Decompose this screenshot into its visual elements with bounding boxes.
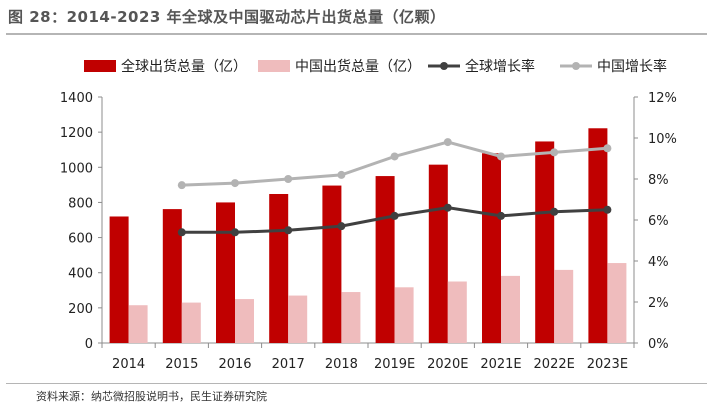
title-divider [6,33,707,35]
x-tick-label: 2014 [112,357,145,372]
bar-series-0-2015 [162,209,182,343]
y-tick-label-right: 0% [648,337,669,352]
y-tick-label-right: 10% [648,132,677,147]
line-point-series-3-2019E [390,152,399,161]
bar-series-1-2015 [181,302,201,343]
line-point-series-2-2017 [284,226,293,235]
source-divider [6,383,707,384]
bar-series-0-2022E [535,141,555,343]
bar-series-0-2014 [109,216,129,343]
bar-series-0-2021E [482,153,501,343]
line-point-series-3-2015 [177,181,186,190]
bar-series-1-2014 [128,305,148,343]
bar-series-0-2016 [216,202,235,343]
legend-label-0: 全球出货总量（亿） [121,58,247,75]
bar-series-0-2023E [588,128,608,343]
bar-series-1-2017 [288,295,308,343]
y-tick-label-right: 4% [648,255,669,270]
legend-marker-3 [572,62,580,70]
legend-swatch-0 [84,60,116,72]
y-tick-label-left: 0 [85,337,93,352]
legend-swatch-1 [258,60,290,72]
y-tick-label-left: 200 [68,302,93,317]
line-point-series-3-2016 [231,179,239,188]
x-tick-label: 2023E [587,357,628,372]
legend-label-1: 中国出货总量（亿） [295,58,421,75]
x-tick-label: 2015 [165,357,198,372]
legend-marker-2 [440,62,448,70]
bar-series-1-2023E [607,263,627,343]
line-point-series-3-2022E [550,148,559,157]
line-point-series-2-2016 [231,228,239,237]
y-tick-label-left: 1200 [60,126,93,141]
bar-series-1-2022E [554,269,574,343]
y-tick-label-left: 1000 [60,161,93,176]
chart-title: 图 28：2014-2023 年全球及中国驱动芯片出货总量（亿颗） [8,8,446,26]
x-tick-label: 2021E [480,357,521,372]
x-tick-label: 2022E [534,357,575,372]
line-point-series-2-2023E [603,205,612,214]
bar-series-1-2021E [501,275,520,343]
line-point-series-3-2023E [603,144,612,153]
line-point-series-2-2022E [550,207,559,216]
x-tick-label: 2020E [427,357,468,372]
bar-series-1-2019E [394,287,414,343]
line-point-series-3-2020E [443,138,452,147]
x-tick-label: 2017 [272,357,305,372]
source-note: 资料来源：纳芯微招股说明书，民生证券研究院 [36,390,267,403]
line-point-series-2-2019E [390,211,399,220]
bar-series-1-2018 [341,292,361,343]
bar-series-1-2020E [447,281,467,343]
bar-series-0-2020E [428,164,448,343]
y-tick-label-left: 1400 [60,91,93,106]
x-tick-label: 2018 [325,357,358,372]
y-tick-label-right: 8% [648,173,669,188]
bar-series-0-2019E [375,176,395,343]
line-point-series-3-2017 [284,175,293,183]
x-tick-label: 2019E [374,357,415,372]
x-tick-label: 2016 [218,357,251,372]
y-tick-label-left: 600 [68,232,93,247]
line-point-series-2-2020E [443,203,452,212]
y-tick-label-left: 800 [68,196,93,211]
y-tick-label-right: 2% [648,296,669,311]
line-point-series-2-2018 [337,222,346,231]
y-tick-label-left: 400 [68,267,93,282]
line-point-series-3-2021E [497,152,505,161]
y-tick-label-right: 6% [648,214,669,229]
legend-label-2: 全球增长率 [465,58,535,75]
line-point-series-2-2015 [177,228,186,237]
legend-label-3: 中国增长率 [597,58,667,75]
bar-series-1-2016 [235,299,254,343]
bar-series-0-2018 [322,185,342,343]
line-point-series-2-2021E [497,211,505,220]
bar-series-0-2017 [269,193,289,343]
line-point-series-3-2018 [337,170,346,179]
y-tick-label-right: 12% [648,91,677,106]
